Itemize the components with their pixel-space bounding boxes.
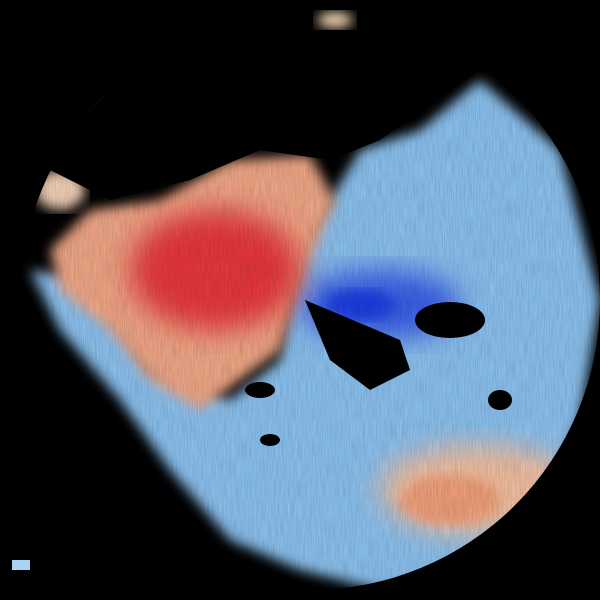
isolated-echo: [317, 12, 353, 28]
isolated-echo: [12, 560, 30, 570]
